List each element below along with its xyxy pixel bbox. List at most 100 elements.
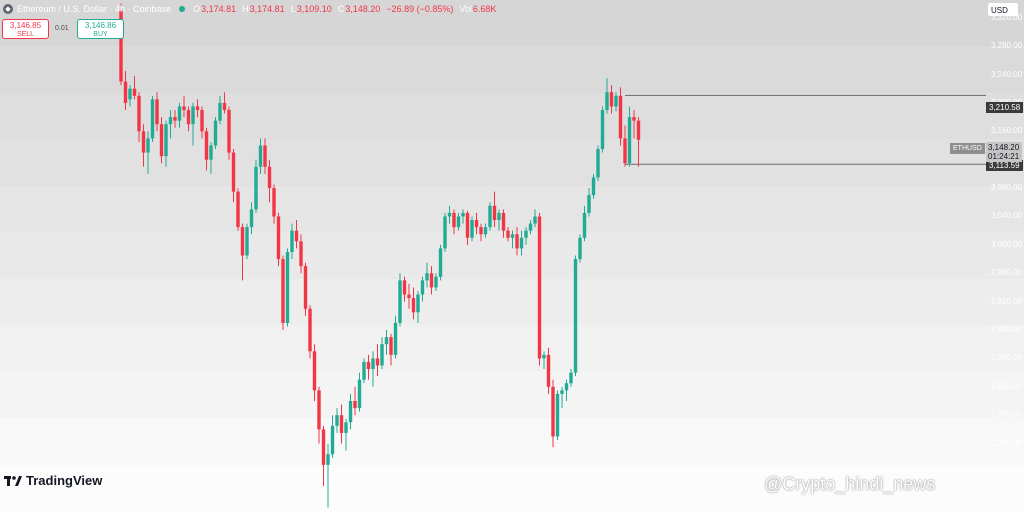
high-value: 3,174.81	[249, 4, 285, 14]
candle	[353, 386, 357, 416]
candle-body	[524, 230, 528, 238]
candle	[290, 223, 294, 260]
candles	[119, 3, 641, 508]
candle	[146, 131, 150, 174]
candle-body	[299, 241, 303, 267]
background-band	[0, 371, 1024, 420]
candle-body	[132, 88, 137, 96]
candle-body	[263, 145, 267, 167]
candle-body	[497, 212, 501, 221]
candle	[492, 191, 497, 228]
candle-body	[411, 298, 416, 313]
watermark-text: @Crypto_hindi_news	[764, 474, 936, 494]
candle	[618, 87, 623, 146]
price-tick-label: 3,160.00	[991, 126, 1023, 136]
candle-body	[330, 425, 335, 455]
candle-body	[326, 454, 330, 465]
candle	[159, 117, 164, 164]
candle-body	[200, 110, 204, 132]
candle	[317, 386, 321, 444]
candle	[119, 3, 123, 86]
low-label: L	[290, 4, 296, 14]
close-label: C	[337, 4, 345, 14]
candle	[335, 408, 339, 433]
candle-body	[407, 294, 411, 299]
change-value: −26.89 (−0.85%)	[386, 4, 454, 14]
candle-body	[515, 234, 519, 249]
candle	[267, 159, 272, 203]
candle-body	[564, 383, 569, 391]
price-tick-label: 2,840.00	[991, 353, 1023, 363]
candle	[173, 110, 177, 128]
candle-body	[623, 138, 627, 164]
candle	[555, 390, 560, 441]
buy-button[interactable]: 3,146.86 BUY	[77, 19, 124, 39]
close-value: 3,148.20	[345, 4, 381, 14]
tradingview-icon	[4, 475, 22, 486]
candle	[249, 202, 254, 235]
candle	[587, 188, 591, 217]
currency-selector[interactable]: USD	[987, 2, 1019, 17]
candle	[474, 212, 479, 235]
candle	[506, 227, 510, 242]
candle-body	[627, 117, 632, 164]
candle-body	[119, 10, 123, 82]
candle	[398, 273, 402, 327]
candle-body	[254, 166, 258, 210]
candle-body	[168, 117, 173, 125]
horizontal-levels	[625, 94, 986, 165]
candle-body	[389, 337, 393, 355]
tradingview-wordmark: TradingView	[26, 473, 103, 488]
candle-body	[321, 429, 326, 465]
candle-body	[141, 131, 146, 153]
candle	[209, 141, 213, 174]
candle-body	[398, 280, 402, 323]
candle-body	[578, 237, 582, 260]
tradingview-logo[interactable]: TradingView	[4, 473, 102, 488]
binance-square-icon	[738, 474, 758, 495]
price-tick-label: 2,920.00	[991, 296, 1023, 306]
candle-body	[249, 209, 254, 228]
candle-body	[425, 273, 429, 281]
candle-body	[186, 110, 191, 125]
candle-body	[240, 227, 245, 256]
buy-label: BUY	[93, 31, 108, 38]
candle-body	[173, 117, 177, 121]
candle	[218, 95, 222, 125]
background-band	[0, 278, 1024, 327]
spread-value: 0.01	[55, 25, 69, 32]
candle-body	[546, 354, 551, 387]
candle	[573, 255, 578, 377]
candle-body	[632, 117, 636, 121]
candle-body	[362, 361, 366, 380]
candle	[407, 283, 411, 309]
candle	[560, 386, 564, 409]
candle	[524, 227, 528, 245]
candle	[420, 276, 425, 302]
candle	[488, 202, 492, 231]
candle	[510, 230, 515, 249]
candle	[168, 110, 173, 139]
candle-body	[393, 322, 398, 355]
sell-button[interactable]: 3,146.85 SELL	[2, 19, 49, 39]
symbol-description[interactable]: Ethereum / U.S. Dollar · 4h · Coinbase	[17, 4, 172, 14]
candle-body	[303, 266, 308, 309]
candle	[231, 149, 236, 203]
candle-body	[272, 188, 276, 217]
candle	[240, 223, 245, 281]
candle-body	[569, 372, 573, 384]
candle-body	[416, 294, 420, 313]
candle-body	[276, 216, 281, 260]
candle	[429, 266, 434, 295]
candle	[614, 92, 618, 112]
price-tick-label: 2,960.00	[991, 268, 1023, 278]
candle	[452, 209, 456, 235]
candle	[312, 344, 317, 401]
candle	[443, 212, 447, 252]
candle-body	[308, 308, 312, 352]
ethereum-icon: ◆	[3, 4, 13, 14]
open-label: O	[193, 4, 201, 14]
price-tick-label: 2,880.00	[991, 325, 1023, 335]
candle	[465, 210, 470, 245]
